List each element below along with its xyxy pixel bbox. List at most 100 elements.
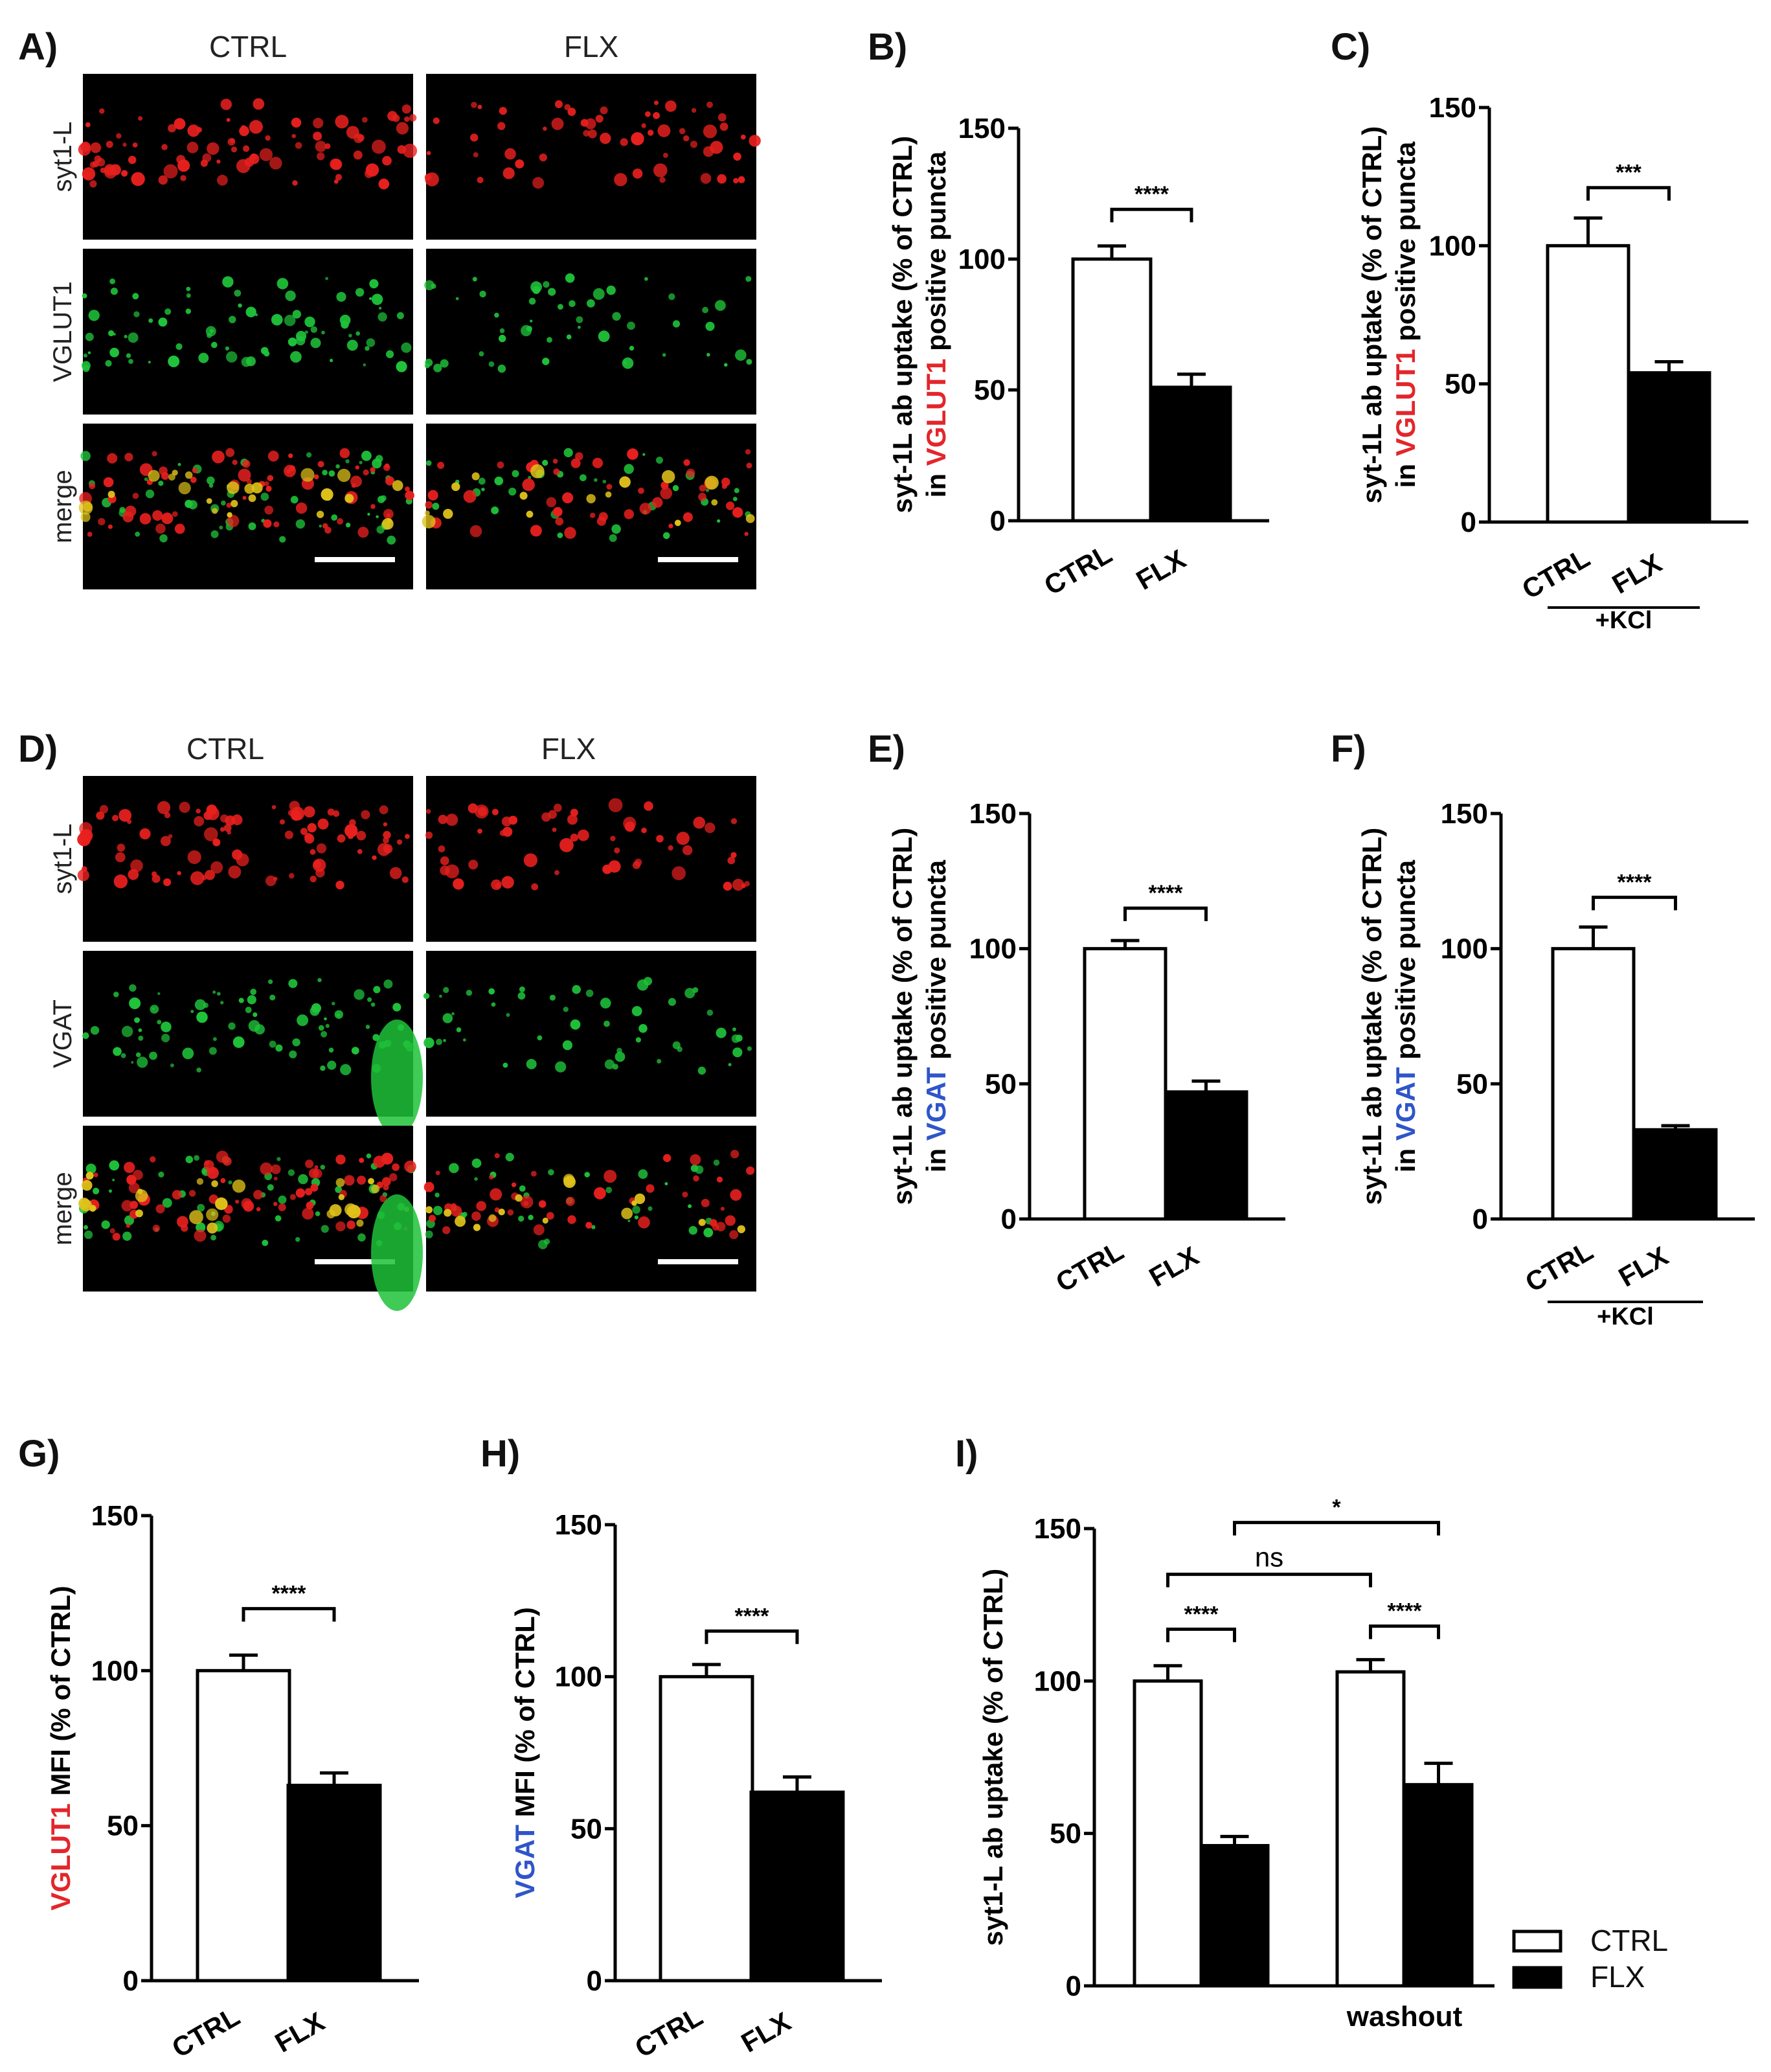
- micrograph-image: [423, 1126, 756, 1292]
- bar: [1083, 947, 1168, 1221]
- y-tick-label: 100: [969, 933, 1017, 965]
- row-label: VGAT: [49, 999, 77, 1068]
- micrograph-image: [423, 951, 756, 1117]
- panel-letter: E): [868, 728, 905, 770]
- y-tick-label: 50: [1456, 1068, 1488, 1100]
- row-label: VGLUT1: [49, 281, 77, 382]
- group-label: washout: [1346, 2001, 1463, 2032]
- panel-letter: F): [1331, 728, 1366, 770]
- bar: [1403, 1782, 1474, 1988]
- bar: [1335, 1670, 1406, 1988]
- panel-letter: G): [18, 1433, 60, 1475]
- significance-bracket: [1592, 895, 1677, 911]
- y-tick-label: 0: [990, 505, 1006, 537]
- y-tick-label: 50: [985, 1068, 1017, 1100]
- bar: [1164, 1090, 1248, 1221]
- bar: [1633, 1128, 1718, 1221]
- significance-bracket: [242, 1607, 336, 1622]
- scale-bar: [315, 1259, 395, 1264]
- micrograph-image: [82, 951, 423, 1136]
- y-axis-label: VGLUT1 MFI (% of CTRL): [45, 1586, 76, 1911]
- column-title: FLX: [564, 30, 618, 63]
- significance-bracket: [1166, 1573, 1372, 1588]
- micrograph-image: [78, 74, 418, 240]
- micrograph-image: [78, 1126, 423, 1311]
- y-axis-label: syt-1L ab uptake (% of CTRL): [1357, 126, 1387, 504]
- panel-letter: B): [868, 26, 907, 68]
- significance-label: ****: [1184, 1602, 1219, 1626]
- scale-bar: [658, 1259, 738, 1264]
- column-title: CTRL: [186, 732, 264, 766]
- significance-label: ****: [1149, 881, 1184, 905]
- micrograph-image: [77, 776, 413, 942]
- row-label: syt1-L: [49, 824, 77, 894]
- column-title: FLX: [541, 732, 596, 766]
- significance-label: ****: [272, 1582, 307, 1606]
- bar: [196, 1668, 291, 1983]
- panel-letter: C): [1331, 26, 1370, 68]
- y-axis-label: syt-1L ab uptake (% of CTRL): [887, 136, 918, 514]
- legend-label: CTRL: [1590, 1924, 1668, 1957]
- panel-letter: I): [955, 1433, 978, 1475]
- bar: [1627, 371, 1711, 524]
- y-axis-label: in VGAT positive puncta: [1390, 860, 1421, 1172]
- micrograph-image: [422, 424, 756, 589]
- bar: [286, 1783, 382, 1983]
- row-label: merge: [49, 470, 77, 543]
- column-title: CTRL: [209, 30, 287, 63]
- bar: [659, 1675, 754, 1983]
- bar: [1151, 385, 1232, 523]
- y-tick-label: 150: [1441, 798, 1488, 830]
- row-label: merge: [49, 1172, 77, 1245]
- bar: [1546, 244, 1630, 524]
- row-label: syt1-L: [49, 122, 77, 192]
- y-tick-label: 0: [123, 1965, 139, 1997]
- bar-chart-i: I) 0 50 100 150 syt1-L ab uptake (% of CTRL) *…: [955, 1433, 1668, 2032]
- y-tick-label: 0: [1001, 1203, 1017, 1235]
- y-tick-label: 100: [1429, 230, 1476, 262]
- y-tick-label: 0: [1066, 1970, 1081, 2002]
- significance-label: ****: [1388, 1599, 1423, 1624]
- y-tick-label: 50: [974, 374, 1006, 406]
- y-tick-label: 150: [1034, 1513, 1081, 1545]
- micrograph-image: [424, 249, 756, 415]
- bar: [1551, 947, 1636, 1221]
- micrograph-image: [425, 776, 756, 942]
- y-tick-label: 0: [1461, 507, 1476, 538]
- significance-label: ****: [1134, 182, 1169, 207]
- significance-label: ns: [1255, 1542, 1283, 1573]
- panel-letter: H): [480, 1433, 520, 1475]
- micrograph-image: [81, 249, 413, 415]
- bar: [749, 1790, 845, 1983]
- significance-bracket: [1166, 1627, 1236, 1643]
- panel-letter: D): [18, 728, 58, 770]
- y-axis-label: VGAT MFI (% of CTRL): [510, 1607, 540, 1898]
- significance-label: ****: [735, 1604, 770, 1628]
- y-axis-label: in VGAT positive puncta: [921, 860, 951, 1172]
- y-tick-label: 150: [958, 113, 1006, 144]
- y-tick-label: 50: [1445, 369, 1476, 400]
- y-tick-label: 150: [555, 1509, 602, 1541]
- y-tick-label: 100: [1441, 933, 1488, 965]
- significance-bracket: [705, 1629, 799, 1645]
- significance-bracket: [1586, 186, 1671, 201]
- bar-chart-f: F) 0 50 100 150 syt-1L ab uptake (% of CTRL) i…: [1331, 728, 1755, 1330]
- scale-bar: [315, 557, 395, 562]
- significance-label: ****: [1618, 870, 1653, 894]
- significance-label: *: [1332, 1496, 1341, 1520]
- micrograph-panel-a: A) CTRL FLX syt1-L VGLUT1 merge: [18, 26, 761, 589]
- y-tick-label: 150: [91, 1500, 139, 1532]
- micrograph-panel-d: D) CTRL FLX syt1-L VGAT merge: [18, 728, 756, 1311]
- y-axis-label: syt1-L ab uptake (% of CTRL): [978, 1569, 1008, 1946]
- legend-swatch: [1512, 1930, 1562, 1953]
- legend-swatch: [1512, 1966, 1562, 1989]
- legend-label: FLX: [1590, 1960, 1645, 1994]
- y-tick-label: 50: [107, 1810, 139, 1842]
- significance-bracket: [1233, 1521, 1440, 1536]
- group-label: +KCl: [1596, 607, 1653, 634]
- micrograph-image: [424, 74, 761, 240]
- y-tick-label: 100: [958, 244, 1006, 275]
- y-tick-label: 50: [1050, 1818, 1081, 1850]
